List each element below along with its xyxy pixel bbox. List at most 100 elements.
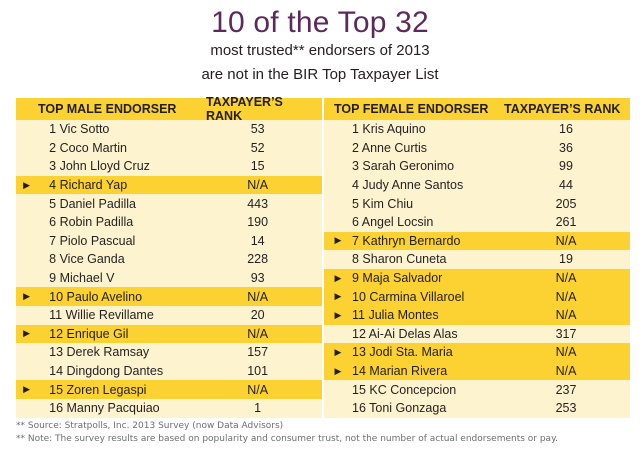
endorser-name: 16 Manny Pacquiao <box>49 401 160 416</box>
endorser-name: 4 Richard Yap <box>49 178 128 193</box>
table-row: ▶ 10 Carmina Villaroel N/A <box>324 287 630 306</box>
table-row: 6 Robin Padilla 190 <box>16 213 322 232</box>
row-spacer <box>16 362 37 381</box>
endorser-name: 4 Judy Anne Santos <box>352 178 464 193</box>
table-row: 8 Vice Ganda 228 <box>16 250 322 269</box>
triangle-right-icon: ▶ <box>334 272 342 283</box>
endorser-name: 1 Kris Aquino <box>352 122 426 137</box>
table-row: ▶ 11 Julia Montes N/A <box>324 305 630 325</box>
taxpayer-rank: N/A <box>555 364 577 379</box>
male-table-body: 1 Vic Sotto 53 2 Coco Martin 52 3 John Lloyd… <box>16 120 322 418</box>
source-footnote: ** Source: Stratpolls, Inc. 2013 Survey … <box>16 421 284 431</box>
table-row: 11 Willie Revillame 20 <box>16 306 322 325</box>
table-row: ▶ 7 Kathryn Bernardo N/A <box>324 231 630 251</box>
taxpayer-rank: 261 <box>555 215 577 230</box>
taxpayer-rank: 1 <box>254 401 262 416</box>
taxpayer-rank: 93 <box>250 271 265 286</box>
taxpayer-rank: 16 <box>559 122 573 137</box>
triangle-right-icon: ▶ <box>23 179 31 190</box>
row-spacer <box>16 399 37 418</box>
triangle-right-icon: ▶ <box>23 384 31 395</box>
endorser-name: 6 Angel Locsin <box>352 215 434 230</box>
taxpayer-rank: 14 <box>250 233 265 248</box>
taxpayer-rank: 101 <box>247 364 269 379</box>
table-row: 5 Daniel Padilla 443 <box>16 194 322 213</box>
table-row: 15 KC Concepcion 237 <box>324 380 630 399</box>
taxpayer-rank: N/A <box>247 326 269 341</box>
table-row: 2 Anne Curtis 36 <box>324 139 630 158</box>
row-spacer <box>16 139 37 158</box>
table-row: ▶ 13 Jodi Sta. Maria N/A <box>324 343 630 362</box>
endorser-name: 13 Jodi Sta. Maria <box>352 345 453 360</box>
row-spacer <box>16 157 37 176</box>
endorser-name: 1 Vic Sotto <box>49 122 110 137</box>
row-spacer <box>324 213 352 232</box>
taxpayer-rank: 237 <box>555 382 577 397</box>
row-spacer <box>324 176 352 195</box>
table-row: 6 Angel Locsin 261 <box>324 213 630 232</box>
triangle-right-icon: ▶ <box>334 365 342 376</box>
page-title: 10 of the Top 32 <box>211 6 429 39</box>
row-spacer <box>324 250 352 269</box>
taxpayer-rank: 19 <box>559 252 573 267</box>
taxpayer-rank: N/A <box>555 308 577 323</box>
taxpayer-rank: 20 <box>250 308 265 323</box>
row-spacer <box>16 269 37 288</box>
row-spacer <box>16 306 37 325</box>
taxpayer-rank: 190 <box>247 215 269 230</box>
table-row: ▶ 4 Richard Yap N/A <box>16 175 322 195</box>
row-spacer <box>16 213 37 232</box>
table-row: ▶ 15 Zoren Legaspi N/A <box>16 380 322 399</box>
row-spacer <box>16 250 37 269</box>
male-header-rank: TAXPAYER’S RANK <box>206 95 283 123</box>
table-row: 14 Dingdong Dantes 101 <box>16 362 322 381</box>
table-row: 16 Toni Gonzaga 253 <box>324 399 630 418</box>
female-header-name: TOP FEMALE ENDORSER <box>334 102 489 116</box>
taxpayer-rank: 253 <box>555 401 577 416</box>
female-endorser-table: TOP FEMALE ENDORSER TAXPAYER’S RANK 1 Kr… <box>324 98 630 418</box>
row-spacer <box>324 194 352 213</box>
taxpayer-rank: N/A <box>555 345 577 360</box>
table-row: 1 Kris Aquino 16 <box>324 120 630 139</box>
endorser-name: 7 Kathryn Bernardo <box>352 233 461 248</box>
table-row: 12 Ai-Ai Delas Alas 317 <box>324 325 630 344</box>
endorser-name: 15 Zoren Legaspi <box>49 382 147 397</box>
triangle-right-icon: ▶ <box>334 309 342 320</box>
taxpayer-rank: N/A <box>247 382 269 397</box>
triangle-right-icon: ▶ <box>23 328 31 339</box>
taxpayer-rank: N/A <box>555 289 577 304</box>
endorser-name: 12 Ai-Ai Delas Alas <box>352 326 458 341</box>
table-row: 16 Manny Pacquiao 1 <box>16 399 322 418</box>
endorser-name: 14 Marian Rivera <box>352 364 448 379</box>
endorser-name: 3 Sarah Geronimo <box>352 159 455 174</box>
triangle-right-icon: ▶ <box>334 346 342 357</box>
row-spacer <box>16 343 37 362</box>
row-spacer <box>324 325 352 344</box>
endorser-name: 7 Piolo Pascual <box>49 233 136 248</box>
taxpayer-rank: N/A <box>247 178 269 193</box>
taxpayer-rank: 317 <box>555 326 577 341</box>
taxpayer-rank: 53 <box>250 122 265 137</box>
row-spacer <box>16 232 37 251</box>
endorser-name: 8 Vice Ganda <box>49 252 125 267</box>
endorser-name: 9 Maja Salvador <box>352 271 443 286</box>
taxpayer-rank: 205 <box>555 196 577 211</box>
table-row: 13 Derek Ramsay 157 <box>16 343 322 362</box>
endorser-name: 12 Enrique Gil <box>49 326 129 341</box>
taxpayer-rank: 443 <box>247 196 269 211</box>
taxpayer-rank: N/A <box>555 271 577 286</box>
row-spacer <box>324 139 352 158</box>
taxpayer-rank: 15 <box>250 159 265 174</box>
endorser-name: 6 Robin Padilla <box>49 215 134 230</box>
taxpayer-rank: 36 <box>559 140 573 155</box>
triangle-right-icon: ▶ <box>23 291 31 302</box>
table-row: 9 Michael V 93 <box>16 269 322 288</box>
table-row: 2 Coco Martin 52 <box>16 139 322 158</box>
endorser-name: 5 Kim Chiu <box>352 196 414 211</box>
endorser-name: 8 Sharon Cuneta <box>352 252 447 267</box>
endorser-name: 3 John Lloyd Cruz <box>49 159 150 174</box>
row-spacer <box>324 399 352 418</box>
endorser-name: 9 Michael V <box>49 271 115 286</box>
female-header-rank: TAXPAYER’S RANK <box>504 102 621 116</box>
row-spacer <box>16 120 37 139</box>
